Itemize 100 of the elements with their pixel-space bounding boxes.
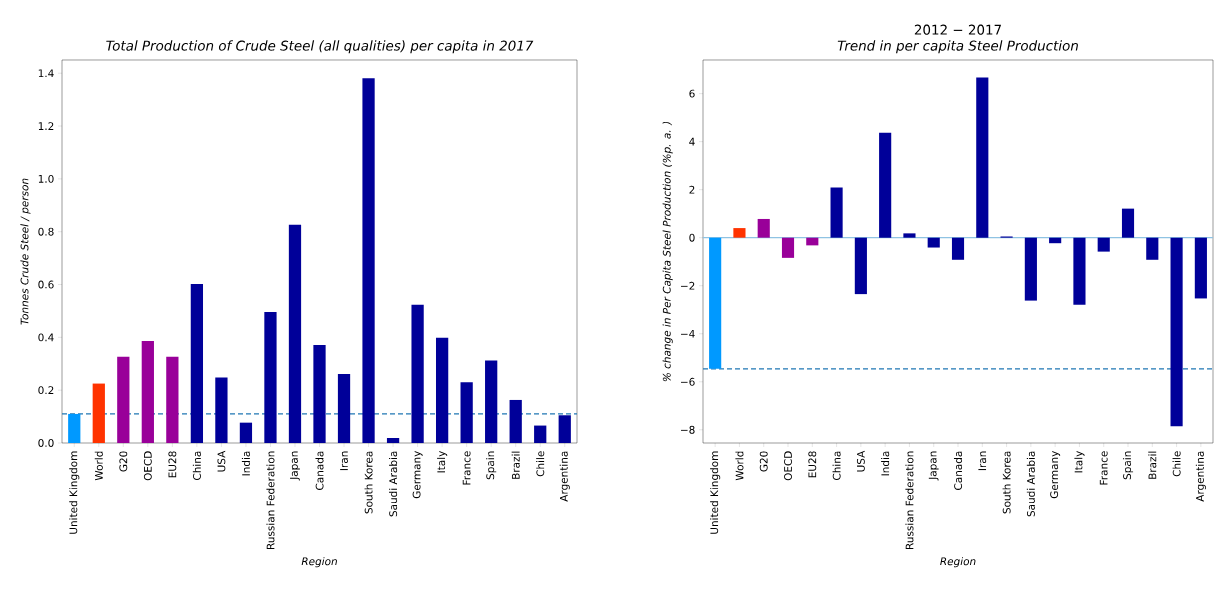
bar	[435, 337, 449, 443]
y-axis-title: % change in Per Capita Steel Production (%p. a. )	[662, 121, 673, 382]
bar	[558, 415, 571, 443]
x-tick-label: Chile	[536, 451, 545, 477]
x-tick-label: Italy	[437, 451, 448, 473]
x-tick-label: USA	[217, 450, 226, 472]
bar	[806, 237, 819, 246]
bar	[1146, 237, 1159, 260]
x-tick-label: Chile	[1172, 451, 1181, 477]
bar	[313, 345, 326, 443]
bar	[68, 413, 81, 443]
y-axis-title: Tonnes Crude Steel / person	[20, 178, 31, 325]
bar	[854, 237, 867, 295]
x-tick-label: Saudi Arabia	[1026, 451, 1035, 517]
bar	[485, 360, 498, 443]
x-tick-label: Spain	[486, 451, 497, 480]
y-tick-label: −8	[681, 425, 695, 434]
x-tick-label: Canada	[315, 451, 324, 490]
bar	[1073, 237, 1086, 305]
x-tick-label: South Korea	[364, 451, 373, 514]
x-tick-label: World	[735, 451, 744, 481]
bar	[1049, 237, 1062, 244]
x-axis-title: Region	[940, 557, 976, 568]
x-tick-label: Brazil	[1148, 451, 1157, 479]
bar	[709, 237, 722, 369]
bar	[1097, 237, 1110, 252]
bar	[411, 304, 424, 443]
bar	[879, 132, 892, 238]
x-tick-label: United Kingdom	[69, 451, 80, 534]
x-tick-label: Argentina	[1195, 451, 1206, 502]
bar	[509, 399, 522, 443]
bar	[264, 311, 277, 443]
x-tick-label: France	[462, 451, 471, 485]
bar	[757, 218, 770, 238]
x-tick-label: Argentina	[559, 451, 570, 502]
x-tick-label: China	[832, 451, 841, 480]
bar	[781, 237, 795, 258]
y-tick-label: 4	[689, 137, 695, 146]
x-tick-label: Germany	[412, 451, 423, 499]
x-tick-label: World	[94, 451, 103, 481]
x-tick-label: USA	[856, 450, 865, 472]
x-tick-label: India	[241, 451, 250, 476]
x-tick-label: India	[881, 451, 890, 476]
bar	[288, 224, 302, 443]
y-tick-label: 1.2	[38, 122, 54, 130]
bar	[117, 356, 130, 443]
x-tick-label: South Korea	[1002, 451, 1011, 514]
x-tick-label: G20	[119, 451, 128, 472]
x-tick-label: Iran	[978, 451, 987, 471]
y-tick-label: 0.6	[38, 280, 54, 289]
chart-title: Total Production of Crude Steel (all qualities) per capita in 2017	[106, 40, 534, 54]
bar	[92, 383, 105, 443]
y-tick-label: −6	[681, 377, 695, 386]
x-tick-label: Japan	[928, 451, 939, 481]
bar	[903, 233, 916, 238]
bar	[534, 425, 547, 443]
y-tick-label: 1.4	[38, 69, 54, 78]
bar	[337, 374, 351, 443]
x-tick-label: Canada	[953, 451, 963, 490]
bar	[215, 377, 228, 443]
x-tick-label: Russian Federation	[266, 451, 275, 549]
x-tick-label: OECD	[784, 451, 792, 481]
bar	[830, 187, 843, 238]
bar	[733, 228, 746, 238]
x-axis-title: Region	[301, 557, 337, 568]
bar	[239, 422, 253, 443]
bar	[460, 382, 473, 443]
x-tick-label: EU28	[168, 451, 177, 478]
bar	[976, 77, 989, 238]
bar	[386, 437, 400, 443]
y-tick-label: 1.0	[38, 174, 54, 183]
y-tick-label: 0.0	[38, 439, 54, 447]
chart-title: 2012 − 2017	[914, 24, 1001, 35]
x-tick-label: G20	[759, 451, 768, 472]
x-tick-label: EU28	[808, 451, 817, 478]
bar	[1121, 208, 1135, 238]
y-tick-label: −2	[681, 281, 695, 290]
bar	[1194, 237, 1207, 299]
y-tick-label: 0	[689, 233, 695, 242]
bar	[166, 356, 179, 443]
x-tick-label: United Kingdom	[710, 451, 721, 534]
x-tick-label: Russian Federation	[905, 451, 914, 549]
bar	[190, 283, 204, 443]
x-tick-label: Japan	[290, 451, 300, 481]
bar	[362, 78, 375, 443]
y-tick-label: 6	[689, 89, 695, 98]
y-tick-label: −4	[681, 329, 695, 338]
bar	[951, 237, 965, 260]
x-tick-label: Germany	[1050, 451, 1061, 499]
x-tick-label: China	[192, 451, 201, 480]
y-tick-label: 2	[689, 185, 695, 194]
x-tick-label: Iran	[340, 451, 348, 471]
y-tick-label: 0.4	[38, 333, 54, 342]
bar	[1170, 237, 1183, 427]
y-tick-label: 0.2	[38, 386, 54, 395]
bar	[927, 237, 940, 248]
bar	[1024, 237, 1037, 301]
y-tick-label: 0.8	[38, 227, 54, 236]
x-tick-label: OECD	[143, 451, 152, 481]
x-tick-label: France	[1099, 451, 1108, 485]
